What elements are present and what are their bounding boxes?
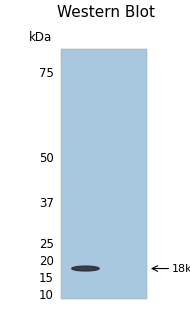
Text: 20: 20 <box>39 255 54 268</box>
Bar <box>62 49 147 299</box>
Text: Western Blot: Western Blot <box>57 6 155 20</box>
Text: kDa: kDa <box>29 31 52 44</box>
Text: 25: 25 <box>39 238 54 251</box>
Text: 18kDa: 18kDa <box>171 264 190 273</box>
Text: 15: 15 <box>39 272 54 285</box>
Text: 37: 37 <box>39 197 54 210</box>
Text: 75: 75 <box>39 66 54 79</box>
Ellipse shape <box>72 266 99 271</box>
Text: 10: 10 <box>39 290 54 303</box>
Text: 50: 50 <box>39 152 54 165</box>
